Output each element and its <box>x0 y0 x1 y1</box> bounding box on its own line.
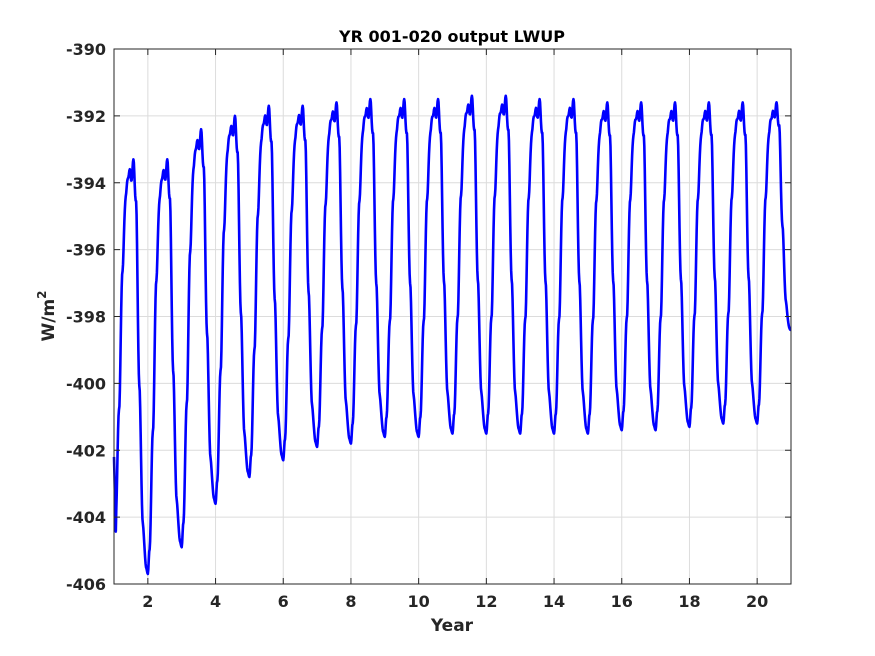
data-line-layer <box>112 94 792 576</box>
x-tick-label: 20 <box>746 592 768 611</box>
x-axis-label: Year <box>430 616 474 636</box>
y-tick-label: -402 <box>66 441 106 460</box>
x-tick-label: 16 <box>611 592 633 611</box>
x-tick-label: 10 <box>408 592 430 611</box>
x-tick-label: 14 <box>543 592 565 611</box>
tick-labels: 2 4 6 8 10 12 14 16 18 20 -406 -404 -402 -400 -398 -396… <box>66 40 768 611</box>
x-tick-label: 12 <box>475 592 497 611</box>
y-tick-label: -390 <box>66 40 106 59</box>
y-tick-label: -406 <box>66 575 106 594</box>
y-tick-label: -394 <box>66 174 106 193</box>
chart-title: YR 001-020 output LWUP <box>338 27 565 46</box>
y-axis-label-superscript: 2 <box>35 290 49 298</box>
y-tick-label: -398 <box>66 308 106 327</box>
x-tick-label: 2 <box>142 592 153 611</box>
x-tick-label: 8 <box>345 592 356 611</box>
x-tick-label: 4 <box>210 592 221 611</box>
y-tick-label: -392 <box>66 107 106 126</box>
ticks <box>114 48 791 585</box>
y-axis-label-unit: W/m <box>39 299 59 342</box>
x-tick-label: 18 <box>678 592 700 611</box>
y-axis-label: W/m2 <box>35 290 59 341</box>
y-tick-label: -404 <box>66 508 106 527</box>
x-tick-label: 6 <box>278 592 289 611</box>
y-tick-label: -400 <box>66 374 106 393</box>
series-line <box>112 94 792 576</box>
y-tick-label: -396 <box>66 241 106 260</box>
